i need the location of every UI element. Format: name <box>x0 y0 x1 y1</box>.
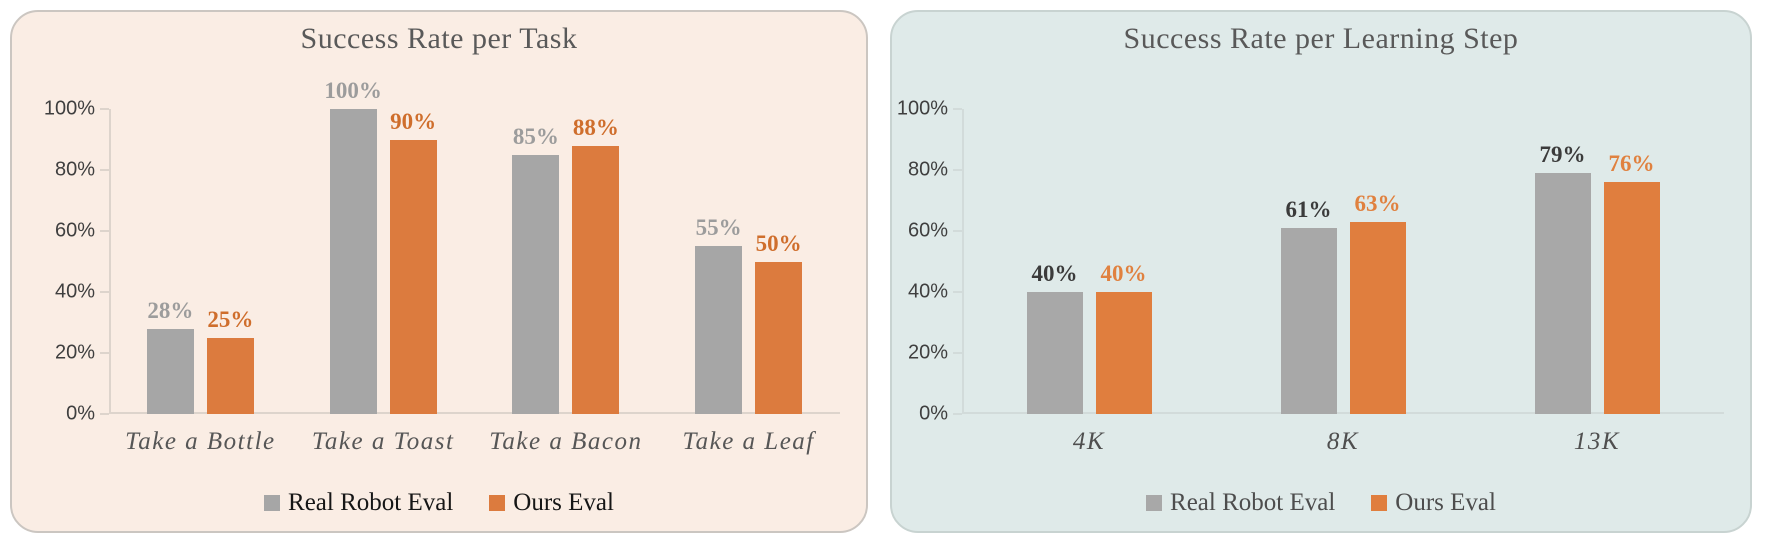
category-group-take-a-toast: 100% 90% Take a Toast <box>292 78 475 455</box>
y-axis-tick-mark <box>100 230 109 232</box>
chart-title: Success Rate per Learning Step <box>1123 22 1519 55</box>
y-axis-tick-label: 40% <box>54 280 95 303</box>
y-axis-tick-label: 0% <box>919 402 948 425</box>
bar-ours-eval: 50% <box>755 231 803 414</box>
bar-value-label: 40% <box>1100 261 1147 286</box>
x-axis-category-label: Take a Toast <box>311 428 455 455</box>
bar-real-robot-eval: 100% <box>324 78 382 414</box>
chart-panel-learning-step: Success Rate per Learning Step 0% 20% 40% 6… <box>890 10 1752 533</box>
bar-real-robot-eval: 40% <box>1026 261 1083 414</box>
bar-value-label: 85% <box>512 123 559 149</box>
chart-title: Success Rate per Task <box>300 22 578 55</box>
x-axis-category-label: Take a Bottle <box>125 428 276 455</box>
x-axis-category-label: 4K <box>1072 428 1106 455</box>
bar-ours-eval: 40% <box>1095 261 1152 414</box>
category-group-take-a-leaf: 55% 50% Take a Leaf <box>657 109 840 455</box>
y-axis-tick-mark <box>953 230 962 232</box>
plot-area: 0% 20% 40% 60% 80% 100% 28% 25% Take a Bottle 100… <box>44 78 840 455</box>
y-axis-tick-label: 80% <box>907 158 948 181</box>
bar-real-robot-eval: 55% <box>695 215 743 414</box>
bar-ours-eval: 90% <box>389 109 437 414</box>
bar-groups: 28% 25% Take a Bottle 100% 90% Take a Toast 85… <box>109 78 840 455</box>
chart-panel-task: Success Rate per Task 0% 20% 40% 60% 80% 100%… <box>10 10 868 533</box>
y-axis-tick-mark <box>953 352 962 354</box>
bar-value-label: 55% <box>695 215 742 241</box>
y-axis-tick-mark <box>953 413 962 415</box>
bar-ours-eval: 88% <box>572 115 620 414</box>
category-group-13k: 79% 76% 13K <box>1470 109 1724 455</box>
y-axis-tick-mark <box>953 169 962 171</box>
y-axis-tick-mark <box>100 352 109 354</box>
legend-swatch <box>1371 495 1388 511</box>
bar-value-label: 100% <box>324 78 382 103</box>
y-axis-tick-label: 0% <box>66 402 95 425</box>
legend-swatch <box>1146 495 1163 511</box>
y-axis-tick-label: 100% <box>43 97 95 120</box>
y-axis-tick-mark <box>953 291 962 293</box>
category-group-8k: 61% 63% 8K <box>1216 109 1470 455</box>
legend-item-real-robot-eval: Real Robot Eval <box>264 489 453 517</box>
bar-ours-eval: 76% <box>1603 151 1660 414</box>
bar-value-label: 90% <box>390 108 437 134</box>
bar-value-label: 63% <box>1354 190 1401 216</box>
legend: Real Robot Eval Ours Eval <box>892 489 1750 517</box>
y-axis-tick-label: 20% <box>907 341 948 364</box>
y-axis-tick-label: 80% <box>54 158 95 181</box>
bar-value-label: 61% <box>1285 196 1332 222</box>
bar-value-label: 40% <box>1031 261 1078 286</box>
bar-value-label: 28% <box>147 297 194 323</box>
bar-real-robot-eval: 61% <box>1280 197 1337 414</box>
y-axis-tick-label: 60% <box>907 219 948 242</box>
bar-real-robot-eval: 28% <box>146 298 194 414</box>
bar-ours-eval: 25% <box>206 307 254 414</box>
y-axis-tick-label: 60% <box>54 219 95 242</box>
y-axis-tick-label: 20% <box>54 341 95 364</box>
y-axis-tick-label: 100% <box>896 97 948 120</box>
legend-item-ours-eval: Ours Eval <box>489 489 614 517</box>
category-group-take-a-bottle: 28% 25% Take a Bottle <box>109 109 292 455</box>
y-axis-tick-mark <box>953 108 962 110</box>
legend-item-ours-eval: Ours Eval <box>1371 489 1496 517</box>
bar-value-label: 79% <box>1539 142 1586 168</box>
x-axis-category-label: Take a Bacon <box>489 428 643 455</box>
legend-swatch <box>489 495 506 511</box>
y-axis-tick-mark <box>100 413 109 415</box>
bar-real-robot-eval: 85% <box>512 124 560 414</box>
legend-label: Ours Eval <box>1395 489 1496 516</box>
legend-item-real-robot-eval: Real Robot Eval <box>1146 489 1335 517</box>
bar-groups: 40% 40% 4K 61% 63% 8K 79% 76% 13K <box>962 109 1724 455</box>
bar-value-label: 25% <box>207 306 254 332</box>
y-axis-tick-label: 40% <box>907 280 948 303</box>
y-axis-tick-mark <box>100 291 109 293</box>
bar-value-label: 88% <box>572 114 619 140</box>
legend: Real Robot Eval Ours Eval <box>12 489 866 517</box>
legend-label: Real Robot Eval <box>288 489 454 516</box>
y-axis-tick-mark <box>100 169 109 171</box>
bar-value-label: 50% <box>755 230 802 256</box>
bar-real-robot-eval: 79% <box>1534 142 1591 414</box>
x-axis-category-label: 13K <box>1573 428 1621 455</box>
legend-label: Real Robot Eval <box>1170 489 1336 516</box>
plot-area: 0% 20% 40% 60% 80% 100% 40% 40% 4K 61% 63% 8K 79% 76%… <box>897 98 1724 455</box>
category-group-take-a-bacon: 85% 88% Take a Bacon <box>475 109 658 455</box>
x-axis-category-label: Take a Leaf <box>682 428 815 455</box>
category-group-4k: 40% 40% 4K <box>962 109 1216 455</box>
x-axis-category-label: 8K <box>1326 428 1360 455</box>
bar-value-label: 76% <box>1608 151 1655 177</box>
legend-swatch <box>264 495 281 511</box>
y-axis-tick-mark <box>100 108 109 110</box>
legend-label: Ours Eval <box>513 489 614 516</box>
bar-ours-eval: 63% <box>1349 191 1406 414</box>
